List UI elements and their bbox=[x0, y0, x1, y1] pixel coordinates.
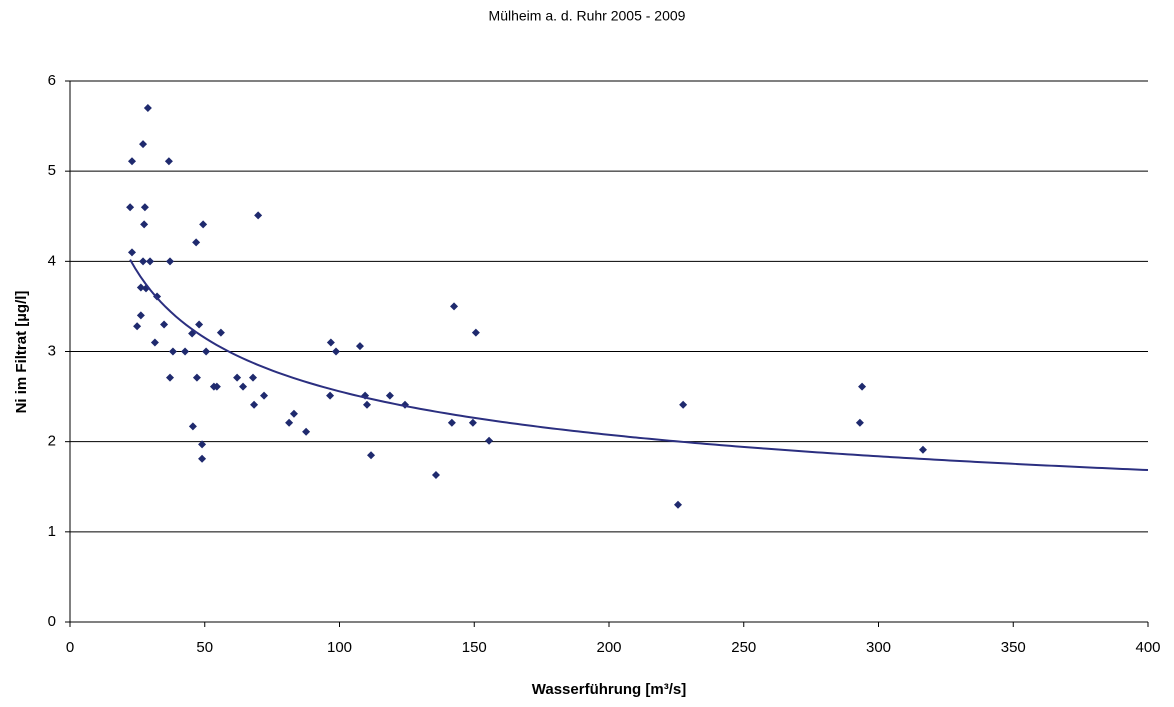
x-tick-label: 400 bbox=[1135, 639, 1160, 656]
y-tick-label: 1 bbox=[48, 523, 56, 540]
point bbox=[140, 203, 149, 212]
y-tick-label: 3 bbox=[48, 342, 56, 359]
point bbox=[133, 322, 142, 331]
point bbox=[199, 220, 208, 229]
point bbox=[471, 328, 480, 337]
point bbox=[250, 400, 259, 409]
point bbox=[127, 248, 136, 257]
x-tick-label: 0 bbox=[66, 639, 74, 656]
point bbox=[146, 257, 155, 266]
point bbox=[385, 391, 394, 400]
x-tick-label: 200 bbox=[596, 639, 621, 656]
point bbox=[355, 342, 364, 351]
point bbox=[168, 347, 177, 356]
point bbox=[260, 391, 269, 400]
point bbox=[198, 454, 207, 463]
y-tick-label: 4 bbox=[48, 252, 56, 269]
point bbox=[285, 418, 294, 427]
x-tick-label: 350 bbox=[1001, 639, 1026, 656]
point bbox=[136, 283, 145, 292]
point bbox=[918, 445, 927, 454]
point bbox=[858, 382, 867, 391]
x-tick-label: 50 bbox=[196, 639, 213, 656]
point bbox=[192, 373, 201, 382]
point bbox=[181, 347, 190, 356]
point bbox=[195, 320, 204, 329]
y-tick-label: 6 bbox=[48, 72, 56, 89]
point bbox=[331, 347, 340, 356]
point bbox=[216, 328, 225, 337]
point bbox=[326, 391, 335, 400]
point bbox=[198, 440, 207, 449]
point bbox=[136, 311, 145, 320]
point bbox=[140, 220, 149, 229]
point bbox=[679, 400, 688, 409]
point bbox=[160, 320, 169, 329]
y-tick-label: 5 bbox=[48, 162, 56, 179]
x-tick-label: 300 bbox=[866, 639, 891, 656]
point bbox=[468, 418, 477, 427]
point bbox=[150, 338, 159, 347]
point bbox=[248, 373, 257, 382]
point bbox=[139, 257, 148, 266]
point bbox=[202, 347, 211, 356]
point bbox=[673, 500, 682, 509]
point bbox=[367, 451, 376, 460]
point bbox=[192, 238, 201, 247]
point bbox=[139, 140, 148, 149]
point bbox=[431, 471, 440, 480]
point bbox=[447, 418, 456, 427]
point bbox=[254, 211, 263, 220]
point bbox=[485, 436, 494, 445]
point bbox=[233, 373, 242, 382]
point bbox=[127, 157, 136, 166]
x-axis-label: Wasserführung [m³/s] bbox=[532, 681, 686, 698]
point bbox=[362, 400, 371, 409]
chart-title: Mülheim a. d. Ruhr 2005 - 2009 bbox=[489, 8, 686, 24]
y-axis-label: Ni im Filtrat [µg/l] bbox=[13, 291, 30, 414]
y-tick-label: 0 bbox=[48, 613, 56, 630]
point bbox=[326, 338, 335, 347]
point bbox=[855, 418, 864, 427]
point bbox=[239, 382, 248, 391]
x-tick-label: 150 bbox=[462, 639, 487, 656]
point bbox=[143, 104, 152, 113]
point bbox=[212, 382, 221, 391]
point bbox=[165, 373, 174, 382]
x-tick-label: 250 bbox=[731, 639, 756, 656]
point bbox=[126, 203, 135, 212]
point bbox=[302, 427, 311, 436]
y-tick-label: 2 bbox=[48, 433, 56, 450]
point bbox=[450, 302, 459, 311]
point bbox=[188, 422, 197, 431]
point bbox=[289, 409, 298, 418]
point bbox=[165, 257, 174, 266]
trendline bbox=[129, 259, 1149, 472]
point bbox=[164, 157, 173, 166]
x-tick-label: 100 bbox=[327, 639, 352, 656]
